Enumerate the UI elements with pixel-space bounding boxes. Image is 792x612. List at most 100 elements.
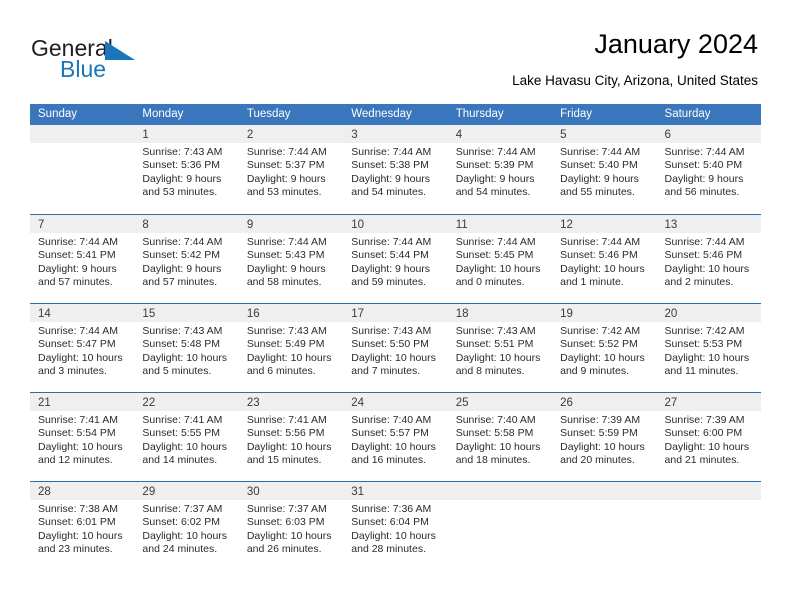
day-info-line: Daylight: 10 hours (38, 351, 123, 364)
day-info-line: Sunset: 5:56 PM (246, 427, 325, 440)
day-number-band: 28 (30, 482, 135, 500)
day-sun-info: Sunrise: 7:44 AM Sunset: 5:45 PM Daylight:… (448, 233, 552, 290)
calendar-day-cell[interactable]: 13 Sunrise: 7:44 AM Sunset: 5:46 PM Dayligh… (656, 215, 761, 303)
calendar-day-cell[interactable]: 17 Sunrise: 7:43 AM Sunset: 5:50 PM Dayligh… (343, 304, 448, 392)
calendar-day-cell[interactable]: 12 Sunrise: 7:44 AM Sunset: 5:46 PM Dayligh… (552, 215, 657, 303)
day-info-line: Daylight: 10 hours (664, 351, 750, 364)
day-number-band: 6 (656, 125, 761, 143)
day-sun-info: Sunrise: 7:41 AM Sunset: 5:56 PM Daylight:… (239, 411, 343, 468)
calendar-day-cell[interactable]: 1 Sunrise: 7:43 AM Sunset: 5:36 PM Daylight… (134, 125, 239, 214)
calendar-day-cell[interactable]: 3 Sunrise: 7:44 AM Sunset: 5:38 PM Daylight… (343, 125, 448, 214)
day-sun-info: Sunrise: 7:41 AM Sunset: 5:55 PM Daylight:… (134, 411, 238, 468)
calendar-day-cell[interactable]: 6 Sunrise: 7:44 AM Sunset: 5:40 PM Daylight… (656, 125, 761, 214)
day-number-band: 26 (552, 393, 657, 411)
day-info-line: Sunset: 5:38 PM (351, 159, 429, 172)
day-info-line: Daylight: 9 hours (38, 262, 117, 275)
location-subtitle: Lake Havasu City, Arizona, United States (512, 73, 758, 88)
page-header: General Blue January 2024 Lake Havasu Ci… (0, 0, 792, 104)
calendar-day-cell[interactable]: 11 Sunrise: 7:44 AM Sunset: 5:45 PM Dayligh… (447, 215, 553, 303)
calendar-day-cell[interactable]: 10 Sunrise: 7:44 AM Sunset: 5:44 PM Dayligh… (343, 215, 448, 303)
day-number-band: 29 (134, 482, 239, 500)
day-info-line: Sunrise: 7:44 AM (664, 146, 745, 158)
day-info-line: Sunrise: 7:40 AM (455, 414, 536, 426)
day-number-band (30, 125, 135, 143)
day-info-line: Sunrise: 7:39 AM (664, 414, 745, 426)
day-number: 22 (142, 397, 156, 409)
calendar-week-row: 28 Sunrise: 7:38 AM Sunset: 6:01 PM Dayligh… (30, 481, 761, 570)
day-info-line: Sunset: 6:03 PM (246, 516, 325, 529)
calendar-day-cell[interactable]: 15 Sunrise: 7:43 AM Sunset: 5:48 PM Dayligh… (134, 304, 239, 392)
calendar-day-cell[interactable]: 29 Sunrise: 7:37 AM Sunset: 6:02 PM Dayligh… (134, 482, 239, 570)
day-number: 18 (455, 308, 469, 320)
calendar-day-cell[interactable]: 21 Sunrise: 7:41 AM Sunset: 5:54 PM Dayligh… (30, 393, 135, 481)
day-number-band: 15 (134, 304, 239, 322)
day-number-band: 2 (238, 125, 344, 143)
calendar-day-cell[interactable]: 20 Sunrise: 7:42 AM Sunset: 5:53 PM Dayligh… (656, 304, 761, 392)
day-info-line: and 0 minutes. (455, 276, 525, 289)
calendar-day-cell[interactable]: 9 Sunrise: 7:44 AM Sunset: 5:43 PM Daylight… (238, 215, 344, 303)
calendar-day-cell[interactable]: 28 Sunrise: 7:38 AM Sunset: 6:01 PM Dayligh… (30, 482, 135, 570)
calendar-day-cell[interactable]: 18 Sunrise: 7:43 AM Sunset: 5:51 PM Dayligh… (447, 304, 553, 392)
day-info-line: Daylight: 10 hours (664, 440, 750, 453)
day-info-line: and 53 minutes. (142, 186, 218, 199)
calendar-day-cell[interactable]: 19 Sunrise: 7:42 AM Sunset: 5:52 PM Dayligh… (552, 304, 657, 392)
title-block: January 2024 Lake Havasu City, Arizona, … (512, 28, 758, 89)
calendar-week-row: 21 Sunrise: 7:41 AM Sunset: 5:54 PM Dayligh… (30, 392, 761, 481)
calendar-day-cell[interactable]: 22 Sunrise: 7:41 AM Sunset: 5:55 PM Dayligh… (134, 393, 239, 481)
calendar-weeks: 1 Sunrise: 7:43 AM Sunset: 5:36 PM Daylight… (30, 125, 761, 570)
day-info-line: Sunrise: 7:44 AM (246, 236, 327, 248)
day-info-line: Daylight: 9 hours (142, 262, 222, 275)
calendar-day-cell[interactable]: 2 Sunrise: 7:44 AM Sunset: 5:37 PM Daylight… (238, 125, 344, 214)
calendar-day-cell[interactable]: 25 Sunrise: 7:40 AM Sunset: 5:58 PM Dayligh… (447, 393, 553, 481)
general-blue-logo[interactable]: General Blue (31, 36, 211, 86)
calendar-day-cell[interactable]: 7 Sunrise: 7:44 AM Sunset: 5:41 PM Daylight… (30, 215, 135, 303)
calendar-day-cell-empty (30, 125, 135, 214)
calendar-day-cell[interactable]: 23 Sunrise: 7:41 AM Sunset: 5:56 PM Dayligh… (238, 393, 344, 481)
day-number-band: 13 (656, 215, 761, 233)
day-sun-info (552, 500, 656, 503)
calendar-day-cell[interactable]: 16 Sunrise: 7:43 AM Sunset: 5:49 PM Dayligh… (238, 304, 344, 392)
day-number-band: 9 (238, 215, 344, 233)
day-info-line: and 57 minutes. (142, 276, 218, 289)
calendar-day-cell[interactable]: 26 Sunrise: 7:39 AM Sunset: 5:59 PM Dayligh… (552, 393, 657, 481)
day-info-line: Sunrise: 7:44 AM (455, 236, 536, 248)
day-number-band: 7 (30, 215, 135, 233)
day-number: 27 (664, 397, 678, 409)
day-info-line: Daylight: 10 hours (455, 351, 541, 364)
calendar-day-cell[interactable]: 5 Sunrise: 7:44 AM Sunset: 5:40 PM Daylight… (552, 125, 657, 214)
calendar-day-cell-empty (656, 482, 761, 570)
day-sun-info: Sunrise: 7:43 AM Sunset: 5:51 PM Daylight:… (448, 322, 552, 379)
day-info-line: Sunrise: 7:41 AM (38, 414, 118, 426)
day-info-line: and 3 minutes. (38, 365, 107, 378)
day-info-line: Sunrise: 7:44 AM (560, 236, 641, 248)
calendar-day-cell[interactable]: 31 Sunrise: 7:36 AM Sunset: 6:04 PM Dayligh… (343, 482, 448, 570)
day-info-line: Daylight: 10 hours (351, 351, 436, 364)
calendar-week-row: 7 Sunrise: 7:44 AM Sunset: 5:41 PM Daylight… (30, 214, 761, 303)
calendar-day-cell[interactable]: 4 Sunrise: 7:44 AM Sunset: 5:39 PM Daylight… (447, 125, 553, 214)
day-info-line: and 24 minutes. (142, 543, 218, 556)
day-info-line: Sunset: 5:54 PM (38, 427, 116, 440)
day-number: 25 (455, 397, 469, 409)
day-info-line: Sunset: 5:48 PM (142, 338, 221, 351)
day-info-line: Sunset: 5:55 PM (142, 427, 221, 440)
day-number-band: 11 (447, 215, 553, 233)
day-info-line: and 18 minutes. (455, 454, 531, 467)
day-info-line: Daylight: 10 hours (246, 440, 332, 453)
day-info-line: Sunset: 5:50 PM (351, 338, 429, 351)
calendar-day-cell[interactable]: 24 Sunrise: 7:40 AM Sunset: 5:57 PM Dayligh… (343, 393, 448, 481)
calendar-day-cell[interactable]: 30 Sunrise: 7:37 AM Sunset: 6:03 PM Dayligh… (238, 482, 344, 570)
weekday-header-wednesday: Wednesday (351, 108, 412, 120)
day-info-line: Daylight: 10 hours (351, 440, 436, 453)
day-number-band: 18 (447, 304, 553, 322)
day-number: 24 (351, 397, 365, 409)
calendar-day-cell[interactable]: 27 Sunrise: 7:39 AM Sunset: 6:00 PM Dayligh… (656, 393, 761, 481)
day-sun-info: Sunrise: 7:44 AM Sunset: 5:42 PM Daylight:… (134, 233, 238, 290)
day-info-line: and 28 minutes. (351, 543, 426, 556)
day-info-line: Sunset: 5:49 PM (246, 338, 325, 351)
calendar-day-cell[interactable]: 14 Sunrise: 7:44 AM Sunset: 5:47 PM Dayligh… (30, 304, 135, 392)
day-sun-info (30, 143, 134, 146)
calendar-day-cell[interactable]: 8 Sunrise: 7:44 AM Sunset: 5:42 PM Daylight… (134, 215, 239, 303)
calendar-day-cell-empty (447, 482, 553, 570)
day-number: 4 (455, 129, 463, 141)
